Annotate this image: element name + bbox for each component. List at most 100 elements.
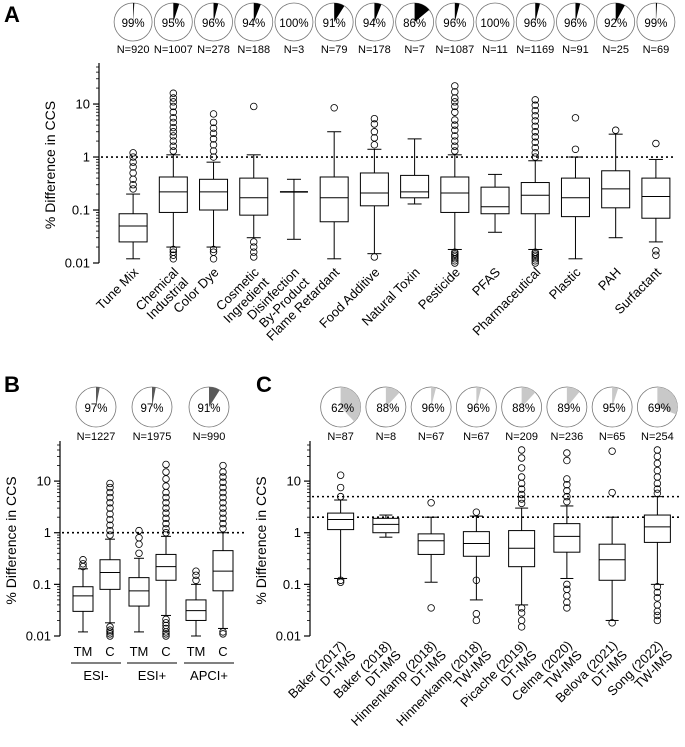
outlier-point xyxy=(451,126,459,134)
pie-slice xyxy=(612,387,619,407)
box-plot xyxy=(118,149,148,260)
pie-chart xyxy=(435,2,475,42)
outlier-point xyxy=(563,475,571,483)
n-count-label: N=920 xyxy=(117,44,150,56)
box-iqr xyxy=(155,553,177,581)
pie-chart xyxy=(395,2,435,42)
outlier-point xyxy=(427,604,435,612)
box-plot xyxy=(553,449,581,612)
pie-percent-label: 69% xyxy=(648,403,671,415)
outlier-point xyxy=(427,499,435,507)
category-label: PFAS xyxy=(469,264,503,298)
box-iqr xyxy=(118,213,148,243)
outlier-point xyxy=(531,101,539,109)
panel-label-b: B xyxy=(4,372,20,397)
outlier-point xyxy=(106,628,114,636)
pie-chart xyxy=(194,2,233,42)
outlier-point xyxy=(192,567,200,575)
outlier-point xyxy=(563,487,571,495)
outlier-point xyxy=(106,493,114,502)
panel-label-c: C xyxy=(256,372,272,397)
box-label: TM xyxy=(130,644,149,659)
outlier-point xyxy=(169,114,178,122)
pie-percent-label: 96% xyxy=(524,18,547,30)
box-iqr xyxy=(319,176,349,223)
outlier-point xyxy=(653,601,662,609)
outlier-point xyxy=(653,473,662,481)
box-plot xyxy=(480,173,510,233)
outlier-point xyxy=(169,94,178,102)
box-iqr xyxy=(417,533,445,555)
y-tick-label: 1 xyxy=(294,525,301,540)
y-tick-label: 0.1 xyxy=(72,203,90,218)
outlier-point xyxy=(162,529,170,537)
box-plot xyxy=(508,446,536,631)
box-iqr xyxy=(199,178,229,211)
box-iqr xyxy=(462,531,490,557)
outlier-point xyxy=(517,604,526,612)
outlier-point xyxy=(219,499,227,507)
pie-chart xyxy=(596,2,636,42)
box-iqr xyxy=(643,514,671,543)
box-plot xyxy=(643,446,671,625)
outlier-point xyxy=(451,147,459,155)
box-plot xyxy=(372,514,400,538)
pie-slice xyxy=(414,3,430,22)
outlier-point xyxy=(192,571,200,579)
pie-percent-label: 94% xyxy=(242,18,265,30)
outlier-point xyxy=(472,616,481,625)
box-plot xyxy=(327,471,355,586)
outlier-point xyxy=(531,106,539,115)
outlier-point xyxy=(219,509,227,517)
outlier-point xyxy=(652,251,660,259)
pie-slice xyxy=(133,3,135,22)
outlier-point xyxy=(106,623,114,631)
box-iqr xyxy=(400,174,430,199)
pie-slice xyxy=(566,387,580,407)
box-plot xyxy=(199,110,229,263)
box-plot xyxy=(400,138,430,205)
n-count-label: N=8 xyxy=(376,431,397,443)
n-count-label: N=65 xyxy=(599,431,626,443)
y-tick-label: 0.1 xyxy=(33,577,51,592)
pie-slice xyxy=(152,387,156,407)
outlier-point xyxy=(129,185,137,193)
outlier-point xyxy=(370,128,379,136)
n-count-label: N=178 xyxy=(358,44,391,56)
outlier-point xyxy=(162,514,170,523)
n-count-label: N=188 xyxy=(237,44,270,56)
outlier-point xyxy=(106,504,114,512)
outlier-point xyxy=(451,132,459,140)
pie-slice xyxy=(521,387,536,407)
pie-chart xyxy=(636,386,678,428)
outlier-point xyxy=(653,616,662,625)
box-plot xyxy=(560,114,590,260)
outlier-point xyxy=(517,454,526,462)
outlier-point xyxy=(563,449,571,457)
pie-chart xyxy=(320,386,362,428)
outlier-point xyxy=(531,138,539,146)
outlier-point xyxy=(571,114,580,122)
box-iqr xyxy=(480,186,510,215)
outlier-point xyxy=(472,508,481,516)
outlier-point xyxy=(169,245,178,254)
outlier-point xyxy=(162,509,170,517)
pie-percent-label: 96% xyxy=(443,18,466,30)
n-count-label: N=11 xyxy=(482,44,508,56)
outlier-point xyxy=(219,628,227,636)
outlier-point xyxy=(106,526,114,535)
pie-slice xyxy=(431,387,437,407)
outlier-point xyxy=(106,483,114,492)
box-plot xyxy=(185,567,207,637)
pie-background xyxy=(274,2,314,42)
group-label: ESI+ xyxy=(138,668,167,683)
outlier-point xyxy=(653,588,662,597)
outlier-point xyxy=(451,116,459,124)
box-iqr xyxy=(598,543,626,581)
pie-slice xyxy=(535,3,540,22)
outlier-point xyxy=(129,158,137,166)
y-tick-label: 10 xyxy=(37,474,51,489)
box-plot xyxy=(128,526,150,633)
pie-percent-label: 97% xyxy=(84,403,107,415)
outlier-point xyxy=(451,142,459,150)
